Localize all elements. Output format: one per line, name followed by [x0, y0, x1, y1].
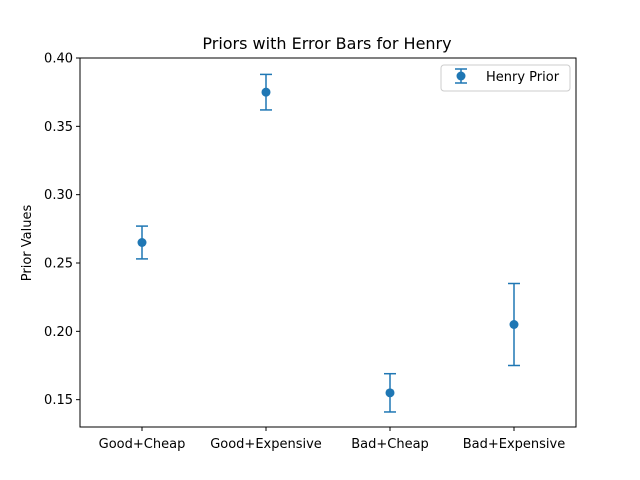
legend-marker [455, 68, 467, 84]
x-axis-ticks: Good+Cheap Good+Expensive Bad+Cheap Bad+Exp… [99, 427, 566, 452]
data-point [137, 238, 147, 247]
legend-box [440, 64, 571, 92]
y-tick-label: 0.15 [44, 393, 73, 408]
x-tick-label: Good+Cheap [99, 437, 186, 452]
data-point [385, 388, 395, 398]
y-tick-label: 0.25 [44, 257, 73, 272]
x-tick-label: Good+Expensive [210, 437, 322, 452]
y-tick-label: 0.40 [44, 52, 73, 67]
y-tick-label: 0.20 [44, 325, 73, 340]
legend-label: Henry Prior [486, 70, 560, 85]
legend: Henry Prior [440, 64, 571, 92]
y-axis-ticks: 0.15 0.20 0.25 0.30 0.35 0.40 [44, 52, 80, 408]
data-point [261, 87, 271, 97]
plot-frame [79, 57, 577, 428]
chart-title: Priors with Error Bars for Henry [202, 34, 451, 53]
y-axis-label: Prior Values [20, 205, 35, 282]
legend-point [456, 71, 466, 81]
y-tick-label: 0.30 [44, 188, 73, 203]
y-tick-label: 0.35 [44, 120, 73, 135]
x-tick-label: Bad+Expensive [463, 437, 566, 452]
plot-area [136, 73, 520, 413]
data-point [509, 320, 519, 329]
x-tick-label: Bad+Cheap [351, 437, 429, 452]
